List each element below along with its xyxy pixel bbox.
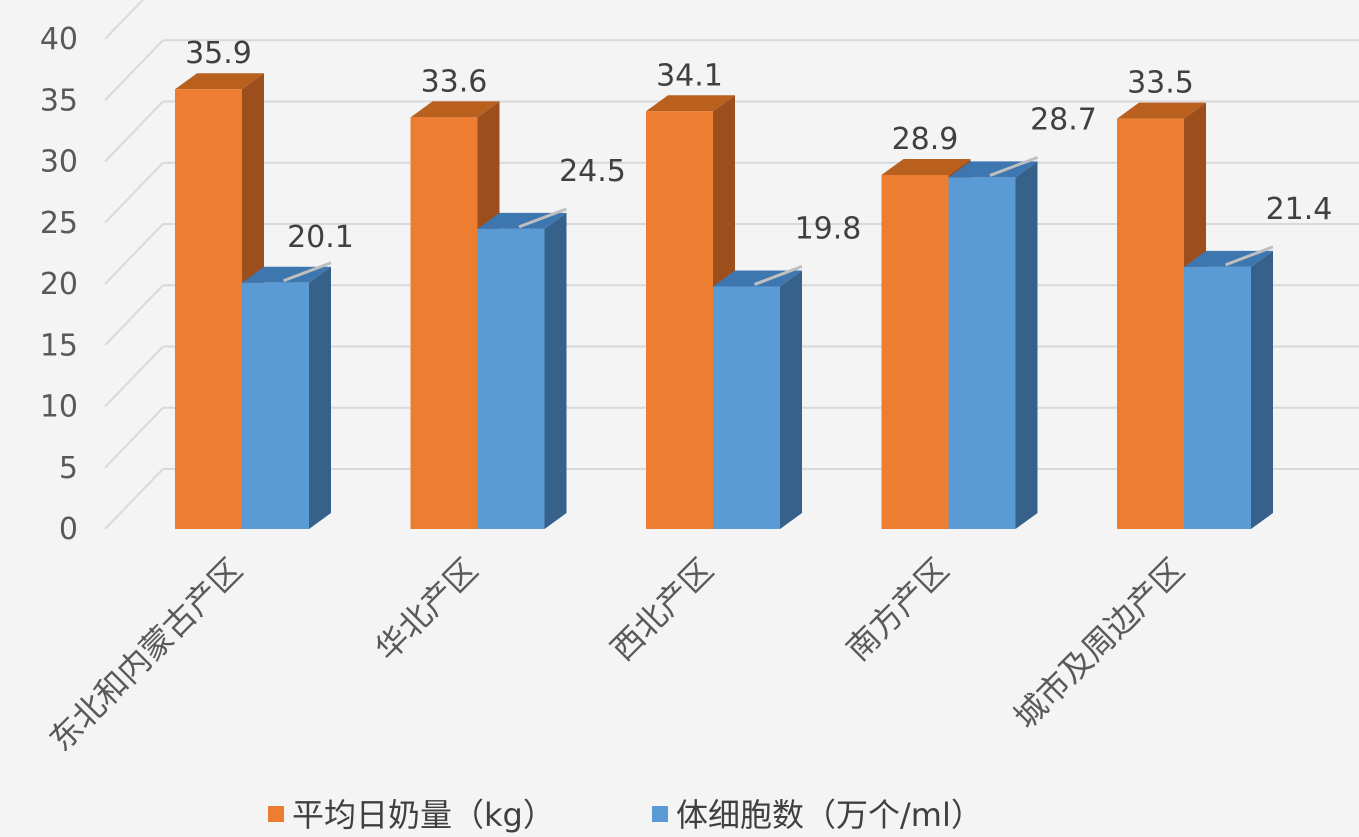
data-label: 33.6: [421, 64, 488, 99]
leader-line: [1224, 245, 1274, 267]
legend-swatch: [652, 806, 668, 822]
data-label: 24.5: [559, 154, 626, 189]
data-label: 35.9: [185, 36, 252, 71]
data-label: 19.8: [795, 211, 862, 246]
gridline-depth: [104, 407, 164, 469]
gridline-depth: [104, 345, 164, 408]
gridline-depth: [104, 468, 164, 530]
bar-side: [1015, 161, 1038, 530]
x-tick-label: 东北和内蒙古产区: [42, 551, 250, 759]
bar-cells-3: [713, 270, 802, 529]
gridline-depth: [104, 162, 164, 224]
gridline-depth: [104, 0, 145, 40]
data-label: 20.1: [287, 220, 354, 255]
bar-side: [780, 270, 802, 529]
y-tick-label: 10: [40, 390, 78, 425]
gridline-depth: [104, 39, 164, 101]
data-label: 21.4: [1266, 192, 1333, 227]
bar-cells-1: [242, 266, 331, 529]
y-tick-label: 20: [40, 267, 78, 302]
bar: [1184, 266, 1251, 529]
y-tick-label: 35: [40, 83, 78, 118]
bar: [175, 89, 242, 529]
gridline-depth: [104, 284, 164, 346]
bars: [175, 73, 1273, 530]
bar-cells-2: [477, 212, 567, 529]
bar-top: [175, 73, 264, 90]
data-label: 33.5: [1127, 66, 1194, 101]
bar-milk-3: [646, 95, 735, 530]
bar-top: [646, 95, 735, 112]
y-tick-label: 5: [59, 451, 78, 486]
bar: [477, 228, 545, 529]
bar-cells-5: [1184, 250, 1273, 529]
bar-top: [410, 101, 500, 118]
bar-top: [1117, 102, 1206, 119]
legend-label: 平均日奶量（kg）: [292, 796, 555, 834]
leader-line: [282, 261, 332, 283]
bar-milk-5: [1117, 102, 1206, 529]
leader-line: [518, 207, 568, 229]
bar-top: [881, 158, 971, 175]
data-labels: 35.9 20.1 33.6 24.5 34.1 19.8 28.9 28.7 33.5 21.4: [185, 36, 1333, 286]
y-tick-label: 40: [40, 22, 78, 57]
y-tick-label: 15: [40, 328, 78, 363]
leader-line: [989, 156, 1039, 177]
x-axis: 东北和内蒙古产区 华北产区 西北产区 南方产区 城市及周边产区: [42, 551, 1192, 759]
y-tick-label: 0: [59, 512, 78, 547]
data-label: 34.1: [656, 58, 723, 93]
x-tick-label: 南方产区: [839, 551, 956, 668]
bar: [881, 174, 949, 529]
x-tick-label: 城市及周边产区: [1006, 551, 1191, 736]
bar-side: [1251, 250, 1273, 529]
bar-side: [309, 266, 331, 529]
data-label: 28.7: [1030, 102, 1097, 137]
bar: [713, 286, 780, 529]
legend-label: 体细胞数（万个/ml）: [676, 796, 983, 834]
gridline-depth: [104, 100, 164, 163]
bar: [646, 111, 713, 530]
bar: [410, 117, 478, 530]
legend: 平均日奶量（kg） 体细胞数（万个/ml）: [268, 796, 983, 834]
bar: [948, 177, 1016, 530]
legend-swatch: [268, 806, 284, 822]
y-tick-label: 30: [40, 145, 78, 180]
gridline-depth: [104, 223, 164, 285]
x-tick-label: 西北产区: [603, 551, 720, 668]
bar-cells-4: [948, 161, 1038, 530]
data-label: 28.9: [892, 122, 959, 157]
y-tick-label: 25: [40, 206, 78, 241]
bar: [242, 282, 309, 529]
bar-side: [544, 212, 567, 529]
bar: [1117, 118, 1184, 529]
x-tick-label: 华北产区: [368, 551, 485, 668]
y-axis: 0 5 10 15 20 25 30 35 40: [40, 22, 78, 547]
leader-line: [753, 265, 803, 286]
